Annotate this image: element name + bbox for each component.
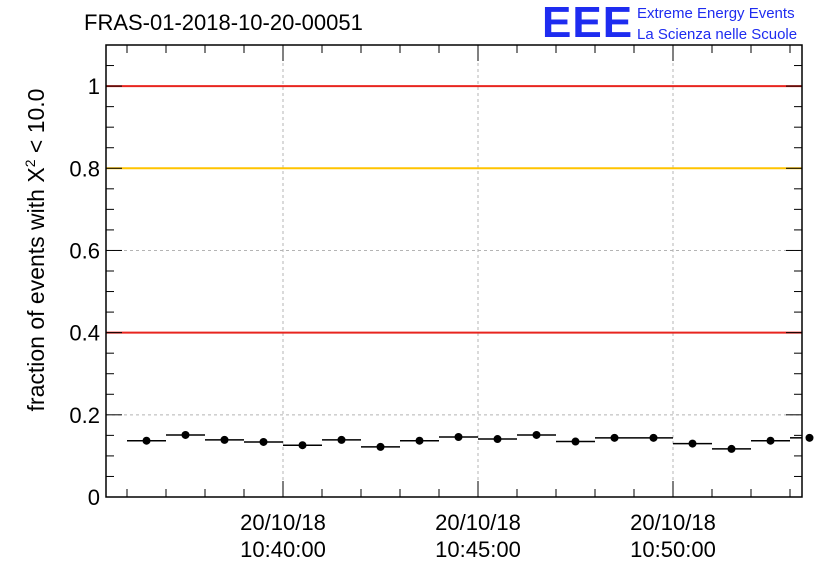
tick-labels: 00.20.40.60.8120/10/1810:40:0020/10/1810… xyxy=(69,74,715,562)
data-point xyxy=(454,433,463,442)
data-point xyxy=(688,439,697,448)
data-point xyxy=(649,433,658,442)
plot-frame xyxy=(105,44,803,498)
y-tick-label: 1 xyxy=(88,74,100,99)
logo-letters: EEE xyxy=(542,0,634,47)
axis-ticks xyxy=(106,44,802,498)
y-axis-label-suffix: < 10.0 xyxy=(22,88,49,160)
data-point xyxy=(220,435,229,444)
data-point xyxy=(415,436,424,445)
x-tick-label-time: 10:40:00 xyxy=(240,537,326,562)
y-axis-label: fraction of events with X2 < 10.0 xyxy=(22,89,50,412)
logo-line-1: Extreme Energy Events xyxy=(637,5,795,22)
data-point xyxy=(493,435,502,444)
x-tick-label-time: 10:45:00 xyxy=(435,537,521,562)
data-point xyxy=(142,436,151,445)
x-tick-label-date: 20/10/18 xyxy=(240,510,326,535)
x-tick-label-time: 10:50:00 xyxy=(630,537,716,562)
data-point xyxy=(337,435,346,444)
data-point xyxy=(181,430,190,439)
reference-lines xyxy=(106,85,802,334)
chart-title: FRAS-01-2018-10-20-00051 xyxy=(84,10,363,35)
data-series xyxy=(127,430,814,453)
x-tick-label-date: 20/10/18 xyxy=(630,510,716,535)
y-tick-label: 0.2 xyxy=(69,403,100,428)
y-tick-label: 0.4 xyxy=(69,321,100,346)
data-point xyxy=(610,433,619,442)
x-tick-label-date: 20/10/18 xyxy=(435,510,521,535)
y-axis-label-prefix: fraction of events with xyxy=(22,182,49,412)
data-point xyxy=(532,430,541,439)
data-point xyxy=(376,442,385,451)
grid-layer xyxy=(106,45,802,497)
data-point xyxy=(805,433,814,442)
y-tick-label: 0.6 xyxy=(69,238,100,263)
y-tick-label: 0 xyxy=(88,485,100,510)
data-point xyxy=(571,437,580,446)
y-axis-label-symbol: X xyxy=(22,167,49,183)
y-tick-label: 0.8 xyxy=(69,156,100,181)
data-point xyxy=(259,437,268,446)
data-point xyxy=(727,444,736,453)
data-point xyxy=(298,441,307,450)
data-point xyxy=(766,436,775,445)
y-axis-label-sup: 2 xyxy=(22,159,39,168)
plot-border xyxy=(105,44,803,498)
logo-line-2: La Scienza nelle Scuole xyxy=(637,26,798,43)
